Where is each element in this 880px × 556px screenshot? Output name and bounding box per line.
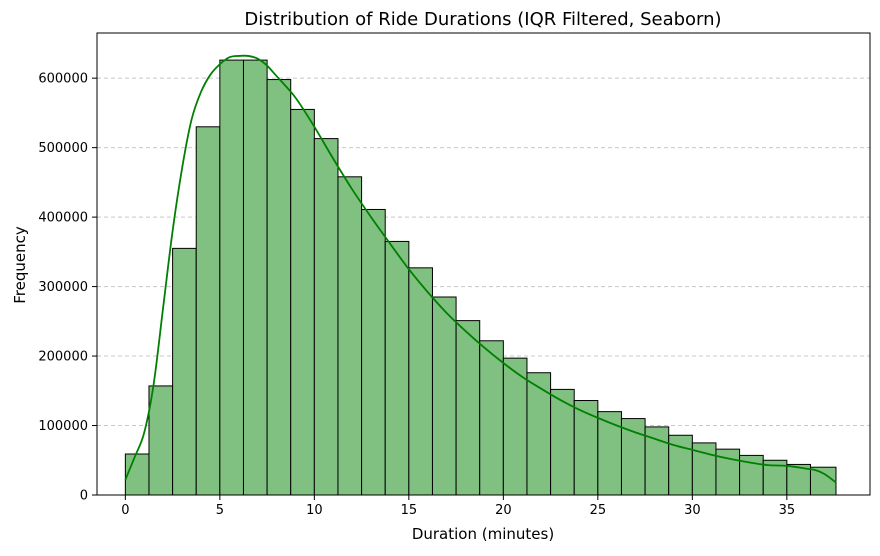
y-tick-label: 400000 bbox=[38, 211, 88, 226]
histogram-bar bbox=[219, 59, 244, 496]
histogram-bar bbox=[361, 208, 386, 496]
y-tick-label: 500000 bbox=[38, 141, 88, 156]
histogram-bar bbox=[124, 453, 150, 496]
histogram-bar bbox=[384, 240, 410, 496]
histogram-bar bbox=[313, 138, 339, 496]
x-tick-label: 0 bbox=[121, 503, 129, 518]
x-tick-label: 35 bbox=[779, 503, 796, 518]
plot-frame bbox=[96, 32, 871, 496]
x-tick-label: 20 bbox=[495, 503, 512, 518]
histogram-bar bbox=[597, 411, 622, 496]
histogram-bar bbox=[408, 267, 433, 496]
histogram-bar bbox=[242, 59, 268, 496]
y-tick-label: 100000 bbox=[38, 419, 88, 434]
kde-curve bbox=[124, 54, 837, 484]
x-axis-label: Duration (minutes) bbox=[412, 525, 554, 543]
histogram-bar bbox=[526, 372, 552, 496]
y-tick-label: 200000 bbox=[38, 350, 88, 365]
histogram-bar bbox=[573, 400, 599, 496]
histogram-bar bbox=[148, 385, 174, 496]
y-axis-label: Frequency bbox=[11, 226, 29, 304]
histogram-bar bbox=[290, 108, 315, 496]
histogram-bars bbox=[124, 59, 837, 496]
histogram-bar bbox=[431, 296, 457, 496]
kde-curve-layer bbox=[124, 54, 837, 484]
histogram-bar bbox=[620, 418, 646, 496]
x-tick-label: 5 bbox=[216, 503, 224, 518]
histogram-bar bbox=[809, 466, 837, 496]
chart-title: Distribution of Ride Durations (IQR Filt… bbox=[244, 9, 721, 30]
y-tick-label: 300000 bbox=[38, 280, 88, 295]
y-axis: 0 100000 200000 300000 400000 500000 600000 bbox=[38, 72, 97, 504]
x-tick-label: 15 bbox=[401, 503, 418, 518]
y-tick-label: 0 bbox=[80, 489, 88, 504]
histogram-bar bbox=[195, 126, 221, 496]
x-tick-label: 10 bbox=[306, 503, 323, 518]
histogram-bar bbox=[455, 320, 481, 496]
histogram-bar bbox=[266, 79, 292, 496]
histogram-bar bbox=[172, 247, 197, 496]
x-axis: 0 5 10 15 20 25 30 35 bbox=[121, 495, 795, 518]
x-tick-label: 25 bbox=[590, 503, 607, 518]
y-tick-label: 600000 bbox=[38, 72, 88, 87]
histogram-bar bbox=[337, 176, 363, 496]
x-tick-label: 30 bbox=[684, 503, 701, 518]
histogram-bar bbox=[479, 340, 504, 496]
